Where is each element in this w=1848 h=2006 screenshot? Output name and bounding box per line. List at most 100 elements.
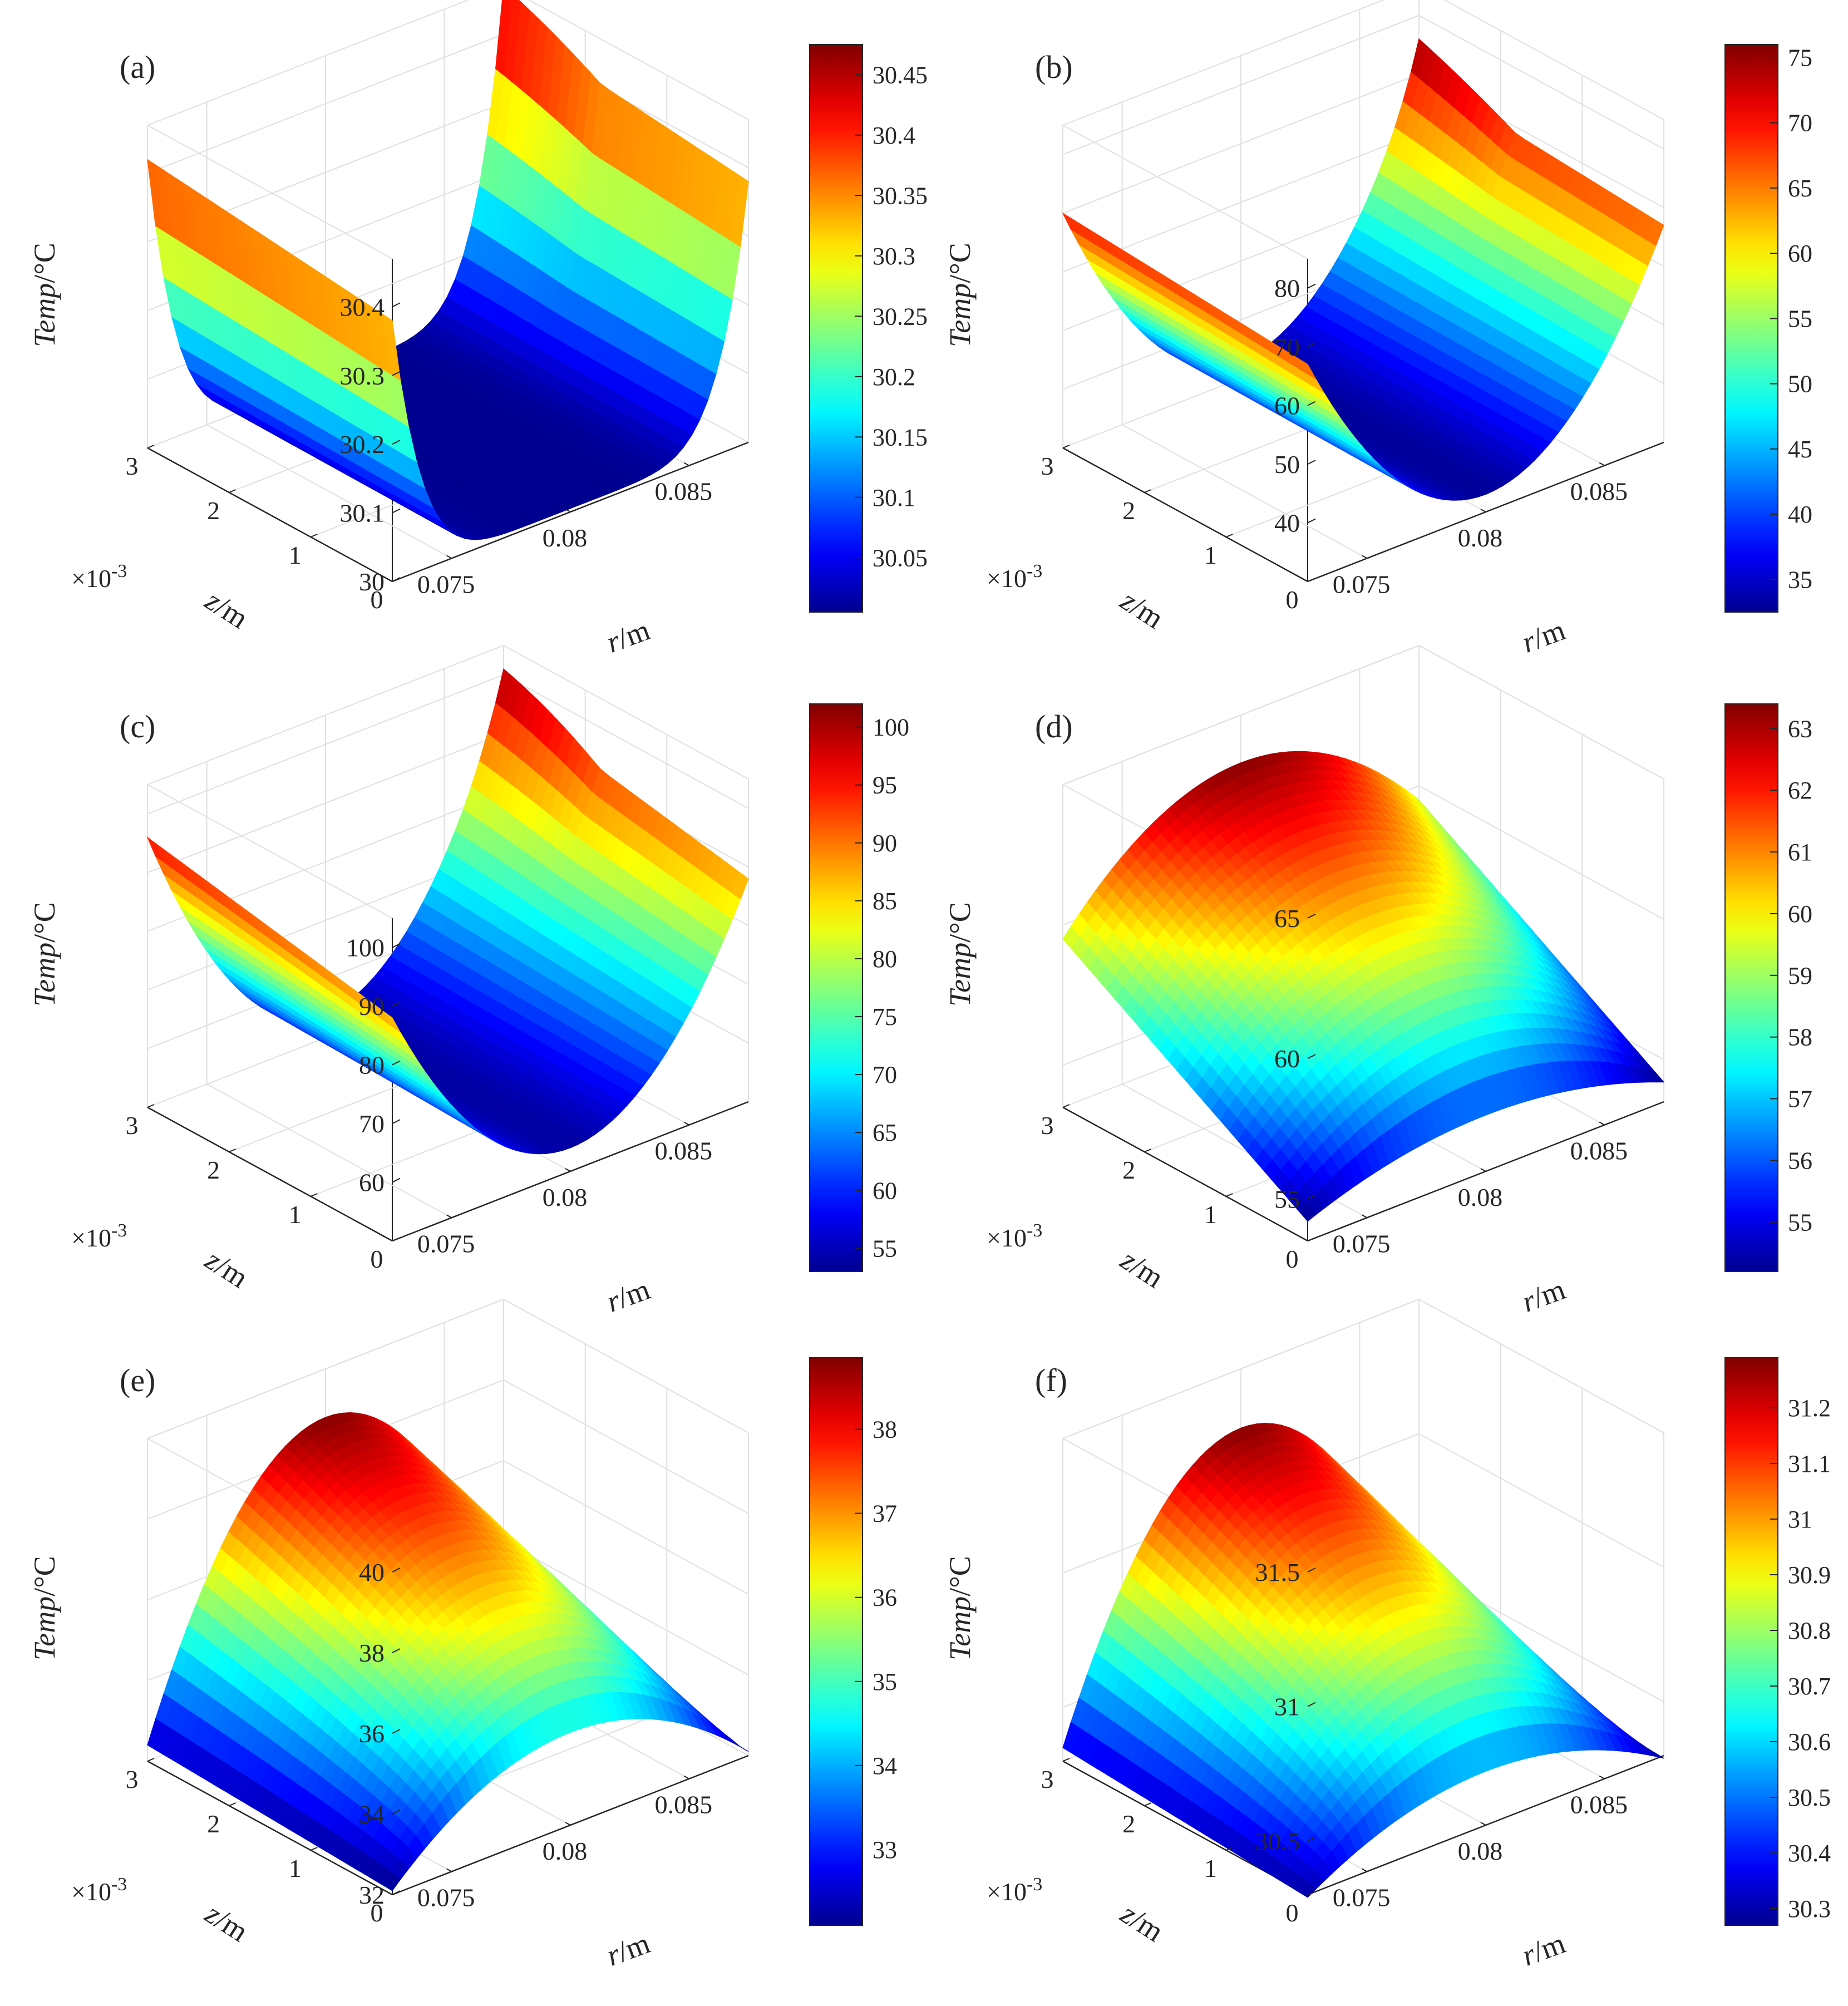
temp-axis-label-var: Temp <box>28 283 61 347</box>
colorbar <box>810 704 863 1271</box>
z-tick-mark <box>311 534 317 537</box>
z-exponent-base: ×10 <box>71 564 111 593</box>
colorbar-tick-label: 70 <box>873 1061 897 1088</box>
r-tick-label: 0.08 <box>543 524 588 552</box>
r-tick-mark <box>1481 509 1486 512</box>
temp-tick-label: 70 <box>359 1110 385 1138</box>
z-tick-mark <box>311 1194 317 1196</box>
temp-tick-label: 50 <box>1274 450 1300 479</box>
z-tick-label: 0 <box>371 585 383 614</box>
z-exponent-label: ×10-3 <box>71 1220 127 1252</box>
r-tick-mark <box>447 1215 452 1218</box>
z-axis-label: z/m <box>199 1243 254 1294</box>
colorbar-tick-label: 70 <box>1788 110 1812 137</box>
colorbar-tick-label: 30.15 <box>873 423 928 451</box>
z-tick-label: 1 <box>289 1200 302 1229</box>
temp-tick-label: 40 <box>1274 509 1300 538</box>
temp-tick-mark <box>1308 284 1315 288</box>
z-tick-mark <box>229 490 236 492</box>
temp-tick-mark <box>392 1120 400 1123</box>
surface-plot <box>147 669 748 1154</box>
z-exponent-power: -3 <box>1027 561 1042 581</box>
temp-tick-label: 30.3 <box>340 362 385 390</box>
z-axis-line <box>147 1107 392 1241</box>
z-tick-label: 3 <box>1041 452 1054 480</box>
temp-tick-mark <box>392 509 400 513</box>
colorbar-tick-label: 55 <box>1788 305 1812 332</box>
temp-axis-label-unit: /°C <box>28 243 61 283</box>
colorbar-tick-label: 95 <box>873 772 897 799</box>
colorbar-tick-label: 35 <box>1788 566 1812 593</box>
grid-line <box>147 0 748 125</box>
colorbar-tick-label: 30.2 <box>873 363 915 391</box>
grid-line <box>147 645 748 785</box>
r-axis-label: r/m <box>602 613 654 659</box>
z-tick-label: 2 <box>1122 496 1135 525</box>
colorbar-tick-label: 60 <box>1788 240 1812 267</box>
r-tick-mark <box>565 1169 570 1171</box>
z-exponent-power: -3 <box>111 1220 127 1241</box>
z-tick-mark <box>147 445 154 448</box>
colorbar-tick-label: 50 <box>1788 371 1812 398</box>
temp-tick-label: 100 <box>346 934 385 962</box>
colorbar-tick-label: 30.4 <box>873 122 915 149</box>
temp-tick-label: 70 <box>1274 333 1300 361</box>
temp-tick-label: 80 <box>359 1051 385 1080</box>
surface-plot <box>147 0 748 540</box>
r-tick-label: 0.075 <box>417 570 475 598</box>
temp-axis-label: Temp/°C <box>28 902 61 1007</box>
z-tick-label: 2 <box>207 496 220 525</box>
temp-tick-label: 60 <box>359 1169 385 1197</box>
z-tick-mark <box>1145 490 1151 492</box>
r-tick-mark <box>684 1122 689 1125</box>
surface-plot <box>1063 39 1664 500</box>
r-tick-label: 0.075 <box>417 1229 475 1258</box>
colorbar-tick-label: 30.25 <box>873 303 928 330</box>
colorbar-tick-label: 75 <box>1788 44 1812 71</box>
colorbar <box>1725 45 1778 612</box>
z-tick-mark <box>392 579 399 581</box>
z-tick-label: 1 <box>289 541 302 569</box>
z-tick-label: 1 <box>1204 541 1217 569</box>
temp-tick-mark <box>392 1179 400 1182</box>
colorbar-tick-label: 40 <box>1788 501 1812 528</box>
z-axis-line <box>1063 448 1308 581</box>
temp-axis-label: Temp/°C <box>943 243 977 347</box>
colorbar-tick-label: 100 <box>873 714 909 741</box>
temp-tick-label: 80 <box>1274 274 1300 303</box>
z-tick-label: 2 <box>207 1156 220 1184</box>
colorbar-tick-label: 30.45 <box>873 61 928 88</box>
z-tick-mark <box>147 1105 154 1107</box>
temp-tick-label: 30.2 <box>340 430 385 459</box>
z-tick-label: 3 <box>126 1111 139 1140</box>
temp-tick-label: 30.1 <box>340 499 385 528</box>
temp-tick-label: 60 <box>1274 392 1300 420</box>
colorbar-tick-label: 65 <box>1788 175 1812 202</box>
chart-panel-d: 5560650.0750.080.0850123×10-3Temp/°Cz/mr… <box>943 645 1812 1319</box>
grid-line <box>1063 16 1664 155</box>
colorbar-tick-label: 30.3 <box>873 243 915 270</box>
colorbar-tick-label: 90 <box>873 830 897 857</box>
z-axis-label: z/m <box>199 583 254 635</box>
r-tick-label: 0.085 <box>655 1137 713 1165</box>
grid-line <box>147 675 748 814</box>
z-tick-mark <box>392 1238 399 1241</box>
chart-panel-b: 40506070800.0750.080.0850123×10-3Temp/°C… <box>943 0 1812 659</box>
colorbar <box>810 45 863 612</box>
r-tick-label: 0.085 <box>655 477 713 506</box>
colorbar-tick-label: 80 <box>873 945 897 973</box>
temp-axis-label-unit: /°C <box>28 902 61 943</box>
z-exponent-label: ×10-3 <box>71 561 127 593</box>
r-tick-mark <box>684 463 689 466</box>
colorbar-tick-label: 60 <box>873 1177 897 1204</box>
colorbar-tick-label: 75 <box>873 1003 897 1031</box>
r-tick-label: 0.08 <box>1458 524 1503 552</box>
temp-tick-label: 30.4 <box>340 293 385 321</box>
z-axis-label: z/m <box>1115 583 1170 635</box>
panel-label: (a) <box>120 49 155 85</box>
temp-axis-label-var: Temp <box>943 283 977 347</box>
colorbar-tick-label: 30.35 <box>873 182 928 209</box>
chart-panel-c: 607080901000.0750.080.0850123×10-3Temp/°… <box>28 645 909 1319</box>
colorbar-tick-label: 30.05 <box>873 544 928 571</box>
